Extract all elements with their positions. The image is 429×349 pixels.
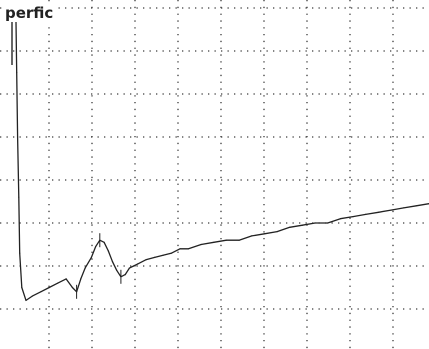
data-point [187, 248, 190, 250]
data-point [18, 196, 20, 198]
data-point [90, 256, 92, 258]
data-point [80, 278, 82, 280]
series-line-0 [10, 14, 429, 302]
data-point [276, 231, 278, 233]
data-point [103, 241, 105, 243]
data-point [289, 226, 291, 228]
data-point [327, 222, 329, 224]
data-point [116, 269, 118, 271]
data-point [225, 239, 227, 241]
data-point [111, 261, 114, 263]
data-point [57, 282, 59, 284]
data-point [301, 224, 303, 226]
data-point [124, 274, 126, 276]
data-point [179, 248, 181, 250]
data-point [171, 252, 173, 254]
data-point [21, 286, 23, 289]
data-point [145, 259, 147, 261]
data-point [84, 267, 86, 269]
data-point [352, 216, 354, 218]
trace-layer [9, 14, 429, 302]
data-point [40, 291, 42, 293]
data-point [251, 235, 253, 237]
data-point [238, 239, 240, 241]
data-point [200, 243, 202, 246]
data-point [133, 265, 135, 267]
data-point [128, 267, 130, 269]
data-point [377, 211, 379, 213]
data-point [25, 299, 27, 301]
chart-title: perfic [4, 4, 55, 22]
data-point [71, 286, 73, 289]
data-point [390, 209, 392, 211]
data-point [107, 250, 109, 252]
data-point [314, 222, 316, 224]
data-point [137, 263, 139, 265]
data-point [95, 246, 97, 248]
data-point [263, 233, 265, 235]
data-point [403, 207, 405, 209]
data-point [19, 252, 21, 254]
data-point [31, 295, 33, 297]
data-point [213, 241, 215, 243]
data-point [48, 286, 50, 289]
data-point [17, 136, 19, 138]
data-point [154, 256, 156, 258]
data-point [16, 71, 18, 74]
data-point [162, 254, 164, 256]
data-point [365, 213, 367, 215]
data-point [65, 278, 67, 280]
data-point [339, 218, 341, 220]
data-point [415, 205, 417, 207]
